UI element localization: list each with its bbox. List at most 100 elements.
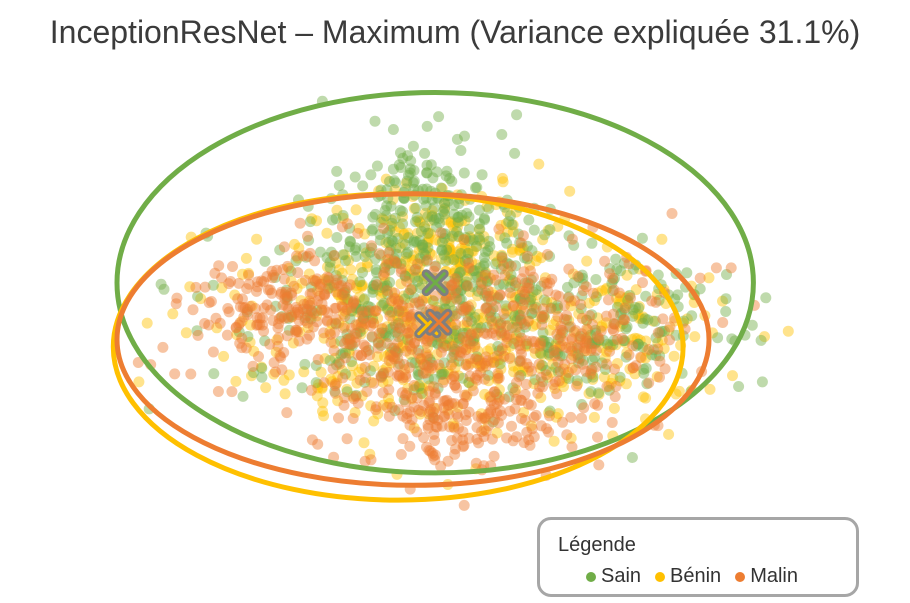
- point-malin: [430, 421, 442, 433]
- point-malin: [400, 322, 412, 334]
- point-bénin: [397, 237, 409, 249]
- point-malin: [470, 372, 481, 384]
- point-malin: [498, 350, 510, 362]
- point-bénin: [293, 242, 305, 254]
- point-sain: [404, 163, 416, 175]
- point-bénin: [347, 273, 358, 285]
- point-bénin: [402, 382, 414, 394]
- point-sain: [626, 452, 638, 463]
- point-malin: [585, 364, 597, 376]
- point-malin: [554, 340, 566, 352]
- point-sain: [368, 279, 380, 291]
- point-bénin: [459, 242, 471, 254]
- point-bénin: [444, 245, 455, 256]
- point-malin: [223, 306, 235, 318]
- point-sain: [417, 242, 429, 254]
- point-sain: [378, 280, 390, 292]
- point-malin: [486, 327, 498, 339]
- point-malin: [238, 311, 250, 323]
- point-sain: [596, 357, 608, 369]
- point-malin: [534, 340, 546, 352]
- point-sain: [437, 206, 449, 217]
- point-malin: [257, 312, 268, 324]
- point-bénin: [596, 342, 608, 354]
- point-bénin: [630, 284, 642, 296]
- point-sain: [535, 280, 547, 292]
- point-sain: [393, 305, 405, 317]
- point-malin: [490, 329, 502, 341]
- point-malin: [491, 350, 503, 362]
- point-malin: [355, 321, 367, 333]
- point-sain: [276, 311, 288, 322]
- point-malin: [520, 335, 532, 347]
- point-sain: [393, 331, 404, 343]
- point-sain: [589, 338, 601, 349]
- point-bénin: [539, 272, 551, 284]
- point-malin: [455, 346, 467, 358]
- point-bénin: [530, 255, 542, 267]
- point-sain: [448, 346, 460, 358]
- point-sain: [283, 324, 295, 336]
- point-bénin: [600, 346, 612, 357]
- point-bénin: [491, 256, 503, 268]
- point-sain: [590, 327, 602, 339]
- point-malin: [360, 318, 372, 330]
- point-bénin: [445, 252, 457, 264]
- point-malin: [448, 371, 460, 383]
- point-bénin: [464, 286, 476, 298]
- point-sain: [458, 167, 470, 179]
- point-sain: [438, 368, 450, 380]
- point-bénin: [380, 173, 392, 185]
- point-sain: [444, 173, 456, 184]
- point-bénin: [485, 356, 497, 368]
- point-malin: [544, 277, 556, 289]
- point-sain: [586, 338, 598, 350]
- point-malin: [607, 323, 619, 335]
- point-bénin: [496, 249, 508, 261]
- point-bénin: [447, 220, 459, 232]
- point-bénin: [406, 393, 417, 405]
- point-malin: [268, 269, 279, 281]
- point-sain: [433, 213, 445, 224]
- point-bénin: [426, 249, 438, 261]
- point-malin: [324, 328, 336, 340]
- point-sain: [346, 305, 358, 317]
- point-malin: [457, 441, 469, 453]
- point-sain: [507, 275, 519, 286]
- point-malin: [650, 296, 662, 308]
- point-bénin: [381, 321, 393, 333]
- point-bénin: [321, 227, 333, 239]
- point-bénin: [582, 324, 594, 336]
- point-bénin: [514, 245, 526, 257]
- point-bénin: [255, 361, 267, 373]
- point-malin: [334, 358, 346, 370]
- point-sain: [538, 294, 550, 306]
- point-malin: [458, 440, 470, 452]
- point-malin: [428, 412, 440, 424]
- point-sain: [450, 325, 462, 337]
- point-malin: [608, 318, 620, 330]
- point-bénin: [782, 325, 794, 337]
- point-sain: [632, 338, 644, 350]
- point-sain: [451, 226, 463, 238]
- point-malin: [230, 322, 242, 334]
- point-malin: [449, 448, 461, 460]
- point-malin: [400, 389, 411, 401]
- point-bénin: [473, 355, 485, 366]
- point-malin: [572, 270, 584, 282]
- point-bénin: [555, 329, 567, 341]
- point-sain: [504, 281, 516, 293]
- point-malin: [329, 387, 341, 399]
- point-bénin: [360, 305, 371, 317]
- point-malin: [501, 337, 513, 348]
- point-malin: [521, 282, 533, 294]
- point-sain: [330, 318, 342, 330]
- point-malin: [377, 387, 389, 399]
- point-sain: [439, 232, 451, 244]
- point-bénin: [383, 392, 394, 404]
- point-malin: [301, 333, 313, 345]
- point-sain: [465, 335, 477, 347]
- point-malin: [546, 273, 558, 285]
- point-bénin: [451, 255, 463, 267]
- point-sain: [349, 244, 361, 256]
